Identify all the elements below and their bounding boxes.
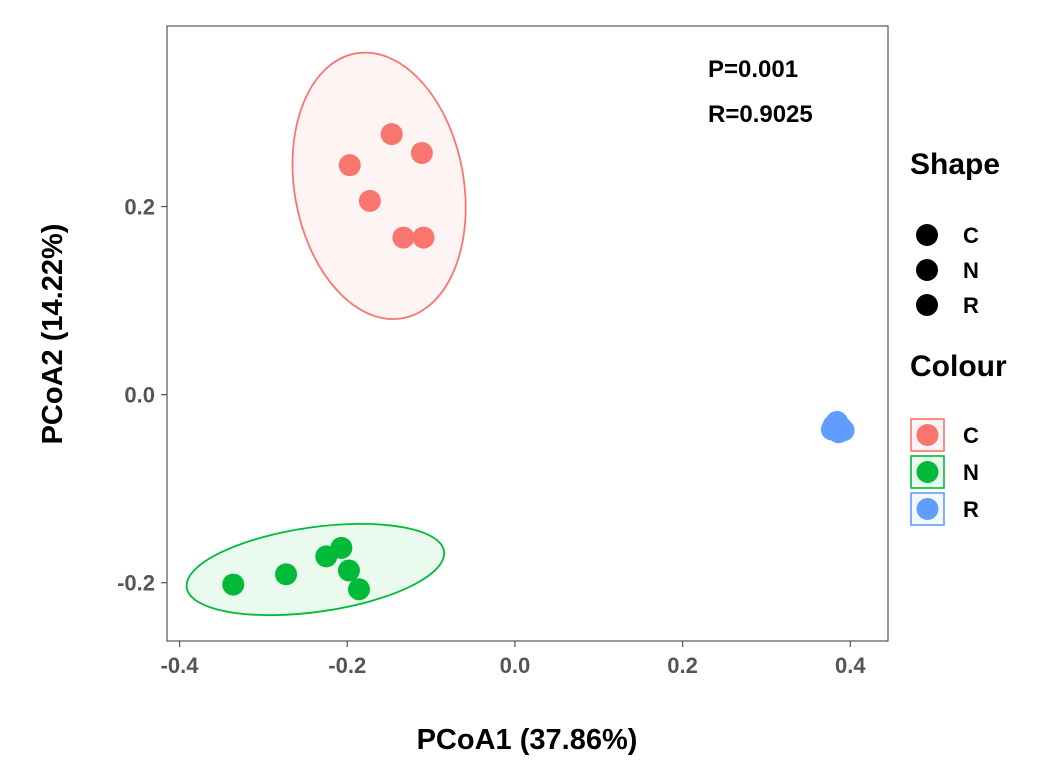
- r-value-annotation: R=0.9025: [708, 101, 813, 128]
- x-tick-label: 0.4: [835, 653, 866, 678]
- legend-colour-key: [916, 424, 939, 446]
- legend-colour-title: Colour: [910, 350, 1007, 383]
- p-value-annotation: P=0.001: [708, 56, 798, 83]
- x-axis-title: PCoA1 (37.86%): [417, 724, 638, 756]
- point-C: [392, 226, 415, 249]
- point-C: [380, 123, 403, 146]
- point-C: [410, 141, 433, 164]
- legend-colour-label: N: [963, 460, 979, 485]
- point-C: [412, 226, 435, 249]
- x-axis-ticks: -0.4 -0.2 0.0 0.2 0.4: [161, 641, 866, 678]
- x-tick-label: 0.0: [500, 653, 531, 678]
- colour-legend-items: CNR: [910, 418, 979, 526]
- y-axis-title: PCoA2 (14.22%): [37, 224, 69, 445]
- point-N: [330, 536, 353, 559]
- legend-colour-label: R: [963, 497, 979, 522]
- y-axis-ticks: -0.2 0.0 0.2: [117, 195, 167, 596]
- shape-legend-items: CNR: [916, 223, 979, 318]
- point-N: [222, 573, 245, 596]
- legend-colour-key: [916, 498, 939, 520]
- legend-shape-title: Shape: [910, 148, 1000, 181]
- x-tick-label: -0.4: [161, 653, 200, 678]
- y-tick-label: 0.2: [124, 195, 155, 220]
- x-tick-label: -0.2: [328, 653, 366, 678]
- legend-shape-label: C: [963, 223, 979, 248]
- point-C: [338, 154, 361, 177]
- data-points: [222, 123, 855, 601]
- legend-shape-key: [916, 259, 938, 281]
- legend-shape-key: [916, 294, 938, 316]
- confidence-ellipses: [185, 51, 467, 617]
- point-N: [337, 559, 360, 582]
- ellipse-N: [185, 522, 446, 617]
- plot-panel: [166, 25, 889, 642]
- legend-colour-label: C: [963, 423, 979, 448]
- point-R: [825, 417, 848, 440]
- y-tick-label: -0.2: [117, 571, 155, 596]
- point-N: [347, 578, 370, 601]
- legend: Shape CNR Colour CNR: [910, 148, 1007, 526]
- legend-shape-label: N: [963, 258, 979, 283]
- point-N: [275, 563, 298, 586]
- legend-shape-label: R: [963, 293, 979, 318]
- point-C: [358, 189, 381, 212]
- x-tick-label: 0.2: [667, 653, 698, 678]
- y-tick-label: 0.0: [124, 383, 155, 408]
- legend-colour-key: [916, 461, 939, 483]
- ellipse-C: [291, 51, 467, 321]
- legend-shape-key: [916, 224, 938, 246]
